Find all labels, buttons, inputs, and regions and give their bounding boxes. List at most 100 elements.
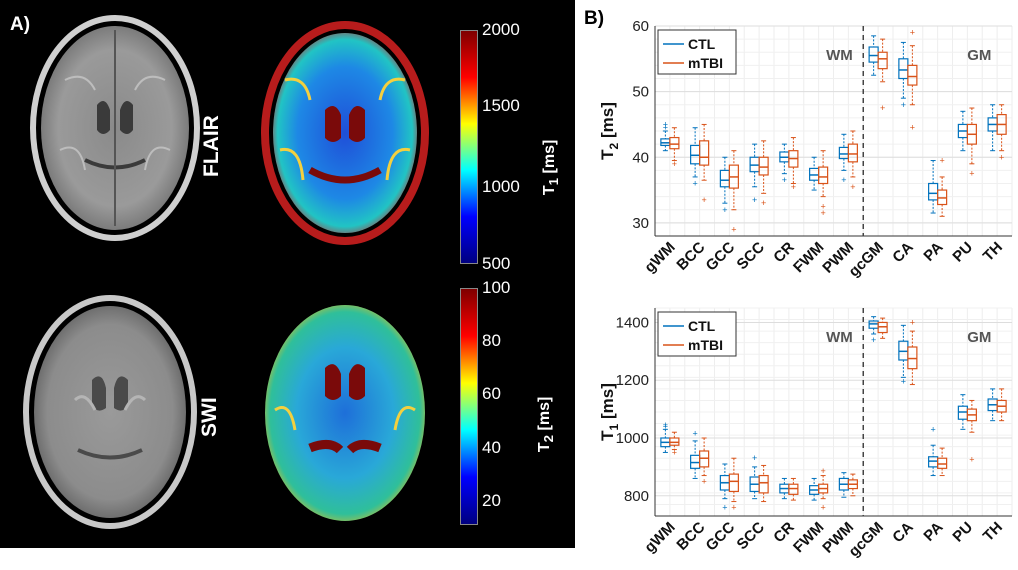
- region-label-wm: WM: [826, 329, 853, 346]
- outlier-marker: +: [880, 103, 885, 113]
- t1-colorbar-tick: 500: [482, 254, 511, 273]
- outlier-marker: +: [701, 476, 706, 486]
- x-tick-label: FWM: [790, 519, 827, 556]
- box-ctl: [719, 169, 730, 188]
- x-tick-label: SCC: [734, 239, 769, 274]
- outlier-marker: +: [871, 335, 876, 345]
- y-tick-label: 60: [632, 18, 649, 35]
- outlier-marker: +: [692, 179, 697, 189]
- outlier-marker: +: [930, 424, 935, 434]
- region-label-gm: GM: [967, 329, 991, 346]
- x-tick-label: GCC: [703, 519, 739, 555]
- t2-colorbar-tick: 100: [482, 278, 511, 297]
- x-tick-label: gWM: [641, 519, 678, 556]
- x-tick-label: GCC: [703, 239, 739, 275]
- x-tick-label: FWM: [790, 239, 827, 276]
- box-ctl: [868, 46, 879, 63]
- x-tick-label: BCC: [673, 239, 708, 274]
- x-tick-label: PU: [949, 239, 976, 266]
- t1-colorbar: [460, 30, 478, 264]
- outlier-marker: +: [910, 28, 915, 38]
- outlier-marker: +: [731, 224, 736, 234]
- legend-label: CTL: [688, 36, 716, 52]
- outlier-marker: +: [820, 208, 825, 218]
- t2-colorbar-title: T2 [ms]: [535, 396, 557, 453]
- t2-colorbar-tick: 40: [482, 438, 501, 457]
- outlier-marker: +: [901, 377, 906, 387]
- outlier-marker: +: [672, 447, 677, 457]
- t2-colorbar-tick: 60: [482, 384, 501, 403]
- flair-label: FLAIR: [200, 115, 223, 177]
- x-tick-label: CA: [889, 239, 916, 266]
- outlier-marker: +: [782, 175, 787, 185]
- outlier-marker: +: [820, 201, 825, 211]
- box-mtbi: [847, 143, 858, 163]
- x-tick-label: CA: [889, 519, 916, 546]
- outlier-marker: +: [999, 152, 1004, 162]
- box-mtbi: [669, 136, 680, 150]
- y-axis-label: T2 [ms]: [598, 102, 621, 160]
- y-tick-label: 30: [632, 215, 649, 232]
- y-tick-label: 50: [632, 84, 649, 101]
- legend-label: mTBI: [688, 337, 723, 353]
- y-axis-label: T1 [ms]: [598, 383, 621, 441]
- outlier-marker: +: [692, 429, 697, 439]
- y-tick-label: 1200: [616, 372, 649, 389]
- box-mtbi: [907, 64, 918, 86]
- x-tick-label: SCC: [734, 519, 769, 554]
- t1-colorbar-tick: 1500: [482, 96, 520, 115]
- outlier-marker: +: [663, 119, 668, 129]
- outlier-marker: +: [752, 195, 757, 205]
- y-tick-label: 800: [624, 488, 649, 505]
- outlier-marker: +: [850, 182, 855, 192]
- legend-label: mTBI: [688, 55, 723, 71]
- outlier-marker: +: [722, 205, 727, 215]
- region-label-wm: WM: [826, 47, 853, 64]
- box-mtbi: [818, 166, 829, 185]
- boxplot-t1: 800 1000 1200 1400 T1 [ms] WM GM + + + + + + + + + + + + + +…: [598, 307, 1013, 560]
- legend-box: [657, 29, 737, 75]
- outlier-marker: +: [663, 420, 668, 430]
- t2-colorbar-tick: 80: [482, 331, 501, 350]
- panel-b-charts: 30 40 50 60 T2 [ms] WM GM + + + + + + + + + + + + + + + + + + + + +…: [598, 18, 1013, 560]
- swi-anatomical-image: [23, 295, 197, 529]
- legend-box: [657, 311, 737, 357]
- flair-anatomical-image: [30, 15, 200, 241]
- x-tick-label: PU: [949, 519, 976, 546]
- box-ctl: [928, 182, 939, 201]
- box-mtbi: [699, 140, 710, 166]
- outlier-marker: +: [910, 123, 915, 133]
- swi-label: SWI: [198, 397, 221, 437]
- box-mtbi: [758, 156, 769, 176]
- outlier-marker: +: [752, 453, 757, 463]
- t2-colorbar: [460, 288, 478, 525]
- outlier-marker: +: [731, 502, 736, 512]
- x-tick-label: gWM: [641, 239, 678, 276]
- region-label-gm: GM: [967, 47, 991, 64]
- t1-map-image: [261, 21, 429, 245]
- outlier-marker: +: [791, 182, 796, 192]
- outlier-marker: +: [761, 198, 766, 208]
- x-tick-label: gcGM: [845, 239, 886, 280]
- outlier-marker: +: [820, 502, 825, 512]
- legend-label: CTL: [688, 318, 716, 334]
- y-tick-label: 1000: [616, 430, 649, 447]
- outlier-marker: +: [901, 100, 906, 110]
- x-tick-label: PA: [920, 239, 946, 265]
- box-ctl: [898, 58, 909, 80]
- outlier-marker: +: [701, 195, 706, 205]
- x-tick-label: BCC: [673, 519, 708, 554]
- x-tick-label: TH: [980, 239, 1006, 265]
- outlier-marker: +: [672, 159, 677, 169]
- outlier-marker: +: [841, 175, 846, 185]
- t1-colorbar-tick: 1000: [482, 177, 520, 196]
- panel-a-label: A): [10, 14, 31, 35]
- y-tick-label: 40: [632, 149, 649, 166]
- t2-colorbar-tick: 20: [482, 491, 501, 510]
- x-tick-label: gcGM: [845, 519, 886, 560]
- outlier-marker: +: [939, 156, 944, 166]
- x-tick-label: PA: [920, 519, 946, 545]
- t1-colorbar-tick: 2000: [482, 20, 520, 39]
- t2-map-image: [265, 305, 425, 521]
- box-mtbi: [728, 473, 739, 493]
